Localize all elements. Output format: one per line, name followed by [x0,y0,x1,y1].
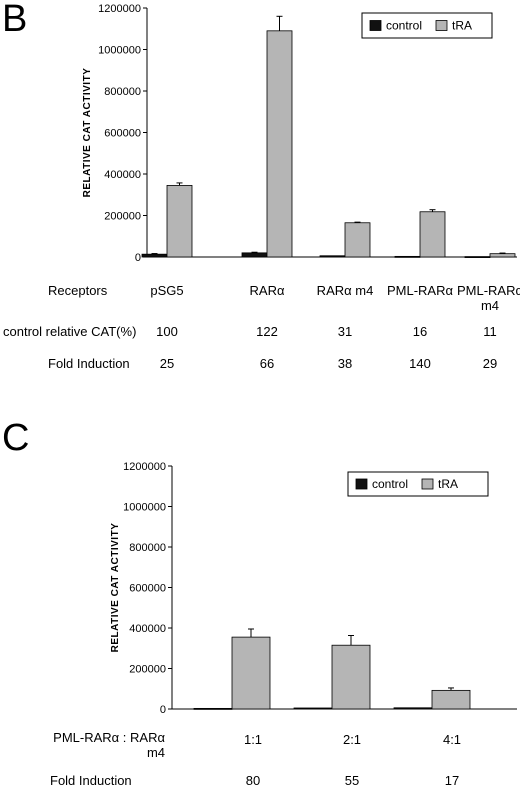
table-c-fold-2: 55 [344,773,360,788]
chart-b-y-tick-label: 600000 [104,128,141,140]
chart-b-legend-swatch-tra [435,20,448,31]
table-b-control-cat-2: 122 [256,324,278,339]
table-c-row-ratio-label: PML-RARα : RARα m4 [53,730,165,760]
chart-c: 0 200000 400000 600000 800000 1000000 1200000 R… [110,461,517,716]
chart-c-y-tick-label: 1000000 [123,502,166,514]
chart-c-y-tick-label: 200000 [129,664,166,676]
chart-b-y-tick-label: 200000 [104,211,141,223]
table-b-receptor-3: RARα m4 [316,283,374,298]
chart-b-bar-control [464,256,491,258]
table-c-ratio-2: 2:1 [342,732,362,747]
chart-c-legend [347,471,489,497]
chart-c-bar-tra [431,689,471,710]
table-b-row-control-cat-label: control relative CAT(%) [3,324,137,339]
chart-c-legend-label-tra: tRA [438,477,458,491]
chart-b-y-tick-label: 800000 [104,86,141,98]
chart-b-y-axis-label: RELATIVE CAT ACTIVITY [82,68,93,198]
chart-c-y-tick-label: 600000 [129,583,166,595]
chart-b-plot-area: 0 200000 400000 600000 800000 1000000 1200000 R… [82,3,517,264]
table-b-control-cat-1: 100 [156,324,178,339]
chart-c-y-axis-label: RELATIVE CAT ACTIVITY [110,523,121,653]
chart-b-y-tick-label: 1200000 [98,3,141,15]
chart-b-bar-tra [344,222,371,258]
chart-c-y-tick-label: 0 [160,704,166,716]
chart-c-legend-swatch-control [355,478,368,490]
chart-b-bar-tra [419,211,446,258]
panel-letter-b: B [2,0,28,40]
table-b-fold-4: 140 [409,356,431,371]
chart-b-y-tick-label: 400000 [104,169,141,181]
table-b-control-cat-3: 31 [337,324,353,339]
table-c-ratio-3: 4:1 [442,732,462,747]
table-b-row-fold-label: Fold Induction [48,356,130,371]
chart-b-bar-tra [166,185,193,258]
table-b-fold-3: 38 [337,356,353,371]
table-b-fold-2: 66 [259,356,275,371]
chart-b-y-tick-label: 1000000 [98,45,141,57]
table-b-control-cat-5: 11 [483,324,497,339]
chart-c-bar-control [393,707,433,710]
chart-b-legend-swatch-control [369,20,382,31]
chart-c-y-tick-label: 800000 [129,542,166,554]
chart-c-plot-area: 0 200000 400000 600000 800000 1000000 1200000 R… [110,461,517,716]
table-b-control-cat-4: 16 [412,324,428,339]
chart-b: 0 200000 400000 600000 800000 1000000 1200000 R… [82,3,517,264]
chart-b-bar-tra [489,253,516,258]
chart-c-y-tick-label: 400000 [129,623,166,635]
chart-b-bar-control [241,252,268,258]
table-c: PML-RARα : RARα m4 1:1 2:1 4:1 Fold Indu… [0,730,520,792]
chart-c-bar-tra [331,644,371,710]
chart-b-bar-control [319,255,346,258]
table-c-row-fold-label: Fold Induction [50,773,132,788]
table-c-ratio-1: 1:1 [243,732,263,747]
table-b-receptor-2: RARα [249,283,285,298]
chart-c-y-tick-label: 1200000 [123,461,166,473]
table-b-receptor-1: pSG5 [150,283,184,298]
chart-b-legend [361,12,493,39]
chart-b-legend-label-tra: tRA [452,19,472,33]
table-c-fold-3: 17 [444,773,460,788]
table-b-row-receptors-label: Receptors [48,283,108,298]
chart-b-legend-label-control: control [386,19,422,33]
panel-letter-c: C [2,417,30,459]
chart-c-legend-swatch-tra [421,478,434,490]
chart-c-legend-label-control: control [372,477,408,491]
table-c-fold-1: 80 [245,773,261,788]
chart-b-bar-control [141,253,168,258]
table-b: Receptors pSG5 RARα RARα m4 PML-RARα PML… [0,280,520,380]
table-b-fold-1: 25 [159,356,175,371]
table-b-receptor-5: PML-RARα m4 [456,283,520,313]
chart-b-bar-control [394,255,421,258]
chart-c-bar-control [193,707,233,710]
chart-b-y-tick-label: 0 [135,252,141,264]
chart-c-bar-control [293,707,333,710]
chart-c-bar-tra [231,636,271,710]
table-b-fold-5: 29 [482,356,498,371]
table-b-receptor-4: PML-RARα [386,283,454,298]
chart-b-bar-tra [266,30,293,258]
